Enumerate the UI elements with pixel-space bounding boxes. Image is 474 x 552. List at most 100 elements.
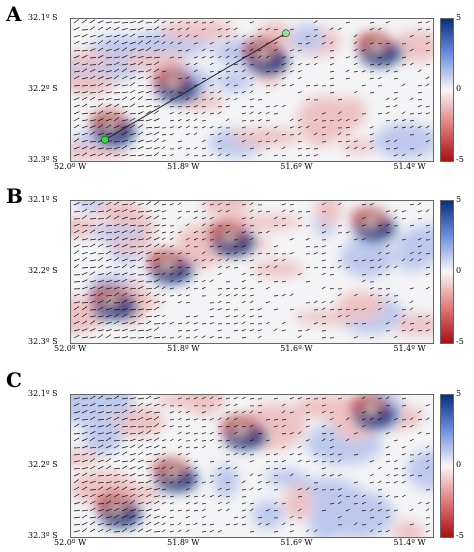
vector-arrow	[153, 453, 160, 456]
vector-arrow	[225, 71, 231, 73]
vector-arrow	[113, 280, 120, 283]
vector-arrow	[97, 82, 104, 87]
vector-arrow	[265, 460, 270, 463]
vector-arrow	[273, 453, 278, 456]
vector-arrow	[225, 287, 230, 290]
vector-arrow	[393, 209, 398, 213]
vector-arrow	[129, 209, 136, 213]
vector-arrow	[177, 330, 183, 332]
vector-arrow	[153, 76, 160, 80]
negative-patch	[297, 96, 357, 140]
vector-arrow	[105, 445, 112, 449]
vector-arrow	[185, 148, 191, 150]
vector-arrow	[305, 237, 310, 241]
vector-arrow	[81, 245, 88, 248]
vector-arrow	[273, 295, 279, 297]
vector-arrow	[185, 473, 190, 477]
vector-arrow	[385, 396, 390, 400]
vector-arrow	[185, 280, 190, 283]
vector-arrow	[217, 111, 222, 115]
vector-arrow	[81, 472, 88, 477]
vector-arrow	[233, 84, 238, 87]
vector-arrow	[361, 237, 366, 241]
vector-arrow	[425, 35, 430, 38]
vector-arrow	[89, 84, 96, 87]
vector-arrow	[137, 76, 144, 80]
vector-arrow	[393, 509, 398, 512]
vector-arrow	[225, 153, 230, 157]
vector-arrow	[209, 62, 214, 66]
vector-arrow	[145, 508, 152, 512]
vector-arrow	[105, 416, 112, 421]
vector-arrow	[321, 42, 326, 45]
vector-arrow	[233, 133, 238, 136]
vector-arrow	[377, 27, 382, 31]
vector-arrow	[97, 419, 105, 421]
vector-arrow	[409, 258, 414, 262]
vector-arrow	[393, 147, 398, 150]
vector-arrow	[409, 48, 414, 52]
vector-arrow	[145, 479, 152, 484]
vector-arrow	[153, 110, 160, 115]
vector-arrow	[177, 27, 182, 31]
vector-arrow	[377, 258, 382, 262]
vector-arrow	[217, 258, 222, 262]
vector-arrow	[145, 328, 152, 332]
vector-arrow	[185, 432, 190, 435]
vector-arrow	[329, 300, 334, 304]
vector-arrow	[129, 103, 136, 108]
vector-arrow	[73, 91, 80, 94]
vector-arrow	[225, 203, 230, 206]
vector-arrow	[81, 494, 88, 498]
vector-arrow	[385, 97, 390, 101]
vector-arrow	[177, 529, 182, 533]
vector-arrow	[121, 272, 128, 276]
vector-arrow	[89, 446, 97, 449]
vector-arrow	[81, 514, 88, 519]
vector-arrow	[417, 237, 422, 241]
negative-patch	[71, 51, 115, 66]
vector-arrow	[145, 445, 152, 449]
vector-arrow	[385, 293, 390, 297]
vector-arrow	[425, 273, 430, 276]
vector-arrow	[409, 438, 414, 442]
vector-arrow	[89, 119, 96, 122]
vector-arrow	[113, 56, 120, 59]
vector-arrow	[425, 139, 430, 143]
vector-arrow	[201, 230, 206, 234]
vector-arrow	[97, 118, 104, 122]
vector-arrow	[193, 315, 198, 318]
vector-arrow	[169, 474, 174, 477]
vector-arrow	[209, 21, 214, 24]
vector-arrow	[257, 316, 263, 318]
vector-arrow	[209, 133, 214, 136]
vector-arrow	[81, 286, 88, 290]
vector-arrow	[313, 300, 318, 304]
vector-arrow	[337, 308, 342, 311]
vector-arrow	[241, 223, 246, 227]
vector-arrow	[209, 70, 214, 73]
vector-arrow	[129, 287, 136, 290]
vector-arrow	[129, 279, 136, 283]
colorbar-tick: -5	[456, 531, 464, 540]
vector-arrow	[209, 315, 214, 318]
vector-arrow	[169, 28, 174, 31]
negative-lobe	[154, 69, 187, 88]
vector-arrow	[225, 294, 230, 297]
vector-arrow	[265, 55, 270, 59]
vector-arrow	[257, 49, 262, 52]
vector-arrow	[265, 481, 270, 484]
vector-arrow	[89, 218, 97, 220]
vector-arrow	[161, 252, 166, 255]
vector-arrow	[225, 445, 230, 449]
vector-arrow	[369, 64, 375, 66]
vector-arrow	[369, 337, 375, 339]
vector-arrow	[337, 397, 342, 400]
vector-arrow	[129, 458, 136, 463]
vector-arrow	[377, 397, 382, 400]
vector-arrow	[145, 395, 152, 400]
vector-arrow	[385, 473, 390, 477]
vector-arrow	[89, 266, 96, 269]
vector-arrow	[105, 124, 112, 129]
vector-arrow	[89, 224, 97, 227]
